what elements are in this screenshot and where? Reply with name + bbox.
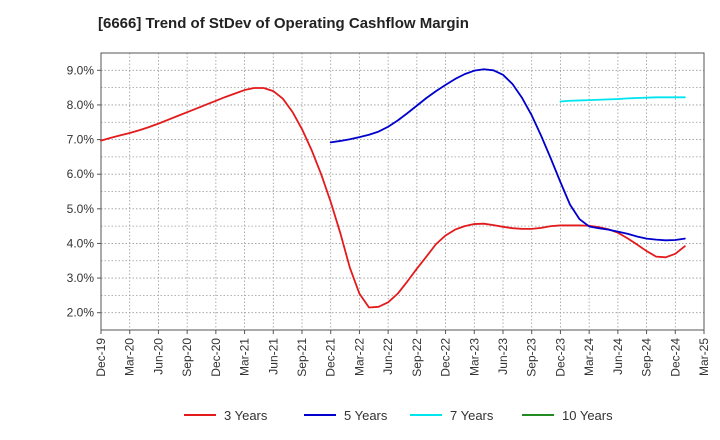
x-tick-label: Dec-23	[553, 338, 567, 377]
x-tick-label: Jun-23	[496, 338, 510, 375]
y-tick-label: 5.0%	[67, 202, 95, 216]
x-tick-label: Dec-22	[439, 338, 453, 377]
x-tick-label: Dec-21	[324, 338, 338, 377]
legend-label-10-years: 10 Years	[562, 408, 613, 423]
x-tick-label: Jun-24	[611, 338, 625, 375]
series-layer	[100, 68, 686, 309]
x-tick-label: Sep-22	[410, 338, 424, 377]
x-axis: Dec-19 Mar-20 Jun-20 Sep-20 Dec-20 Mar-21 Jun-…	[94, 330, 711, 377]
y-axis: 2.0% 3.0% 4.0% 5.0% 6.0% 7.0% 8.0% 9.0%	[67, 63, 101, 320]
series-line-5-years	[329, 68, 686, 242]
legend-label-7-years: 7 Years	[450, 408, 494, 423]
plot-area-frame	[100, 52, 705, 331]
x-tick-label: Dec-20	[209, 338, 223, 377]
x-tick-label: Sep-21	[295, 338, 309, 377]
y-tick-label: 6.0%	[67, 167, 95, 181]
y-tick-label: 2.0%	[67, 306, 95, 320]
legend-label-3-years: 3 Years	[224, 408, 268, 423]
y-tick-label: 7.0%	[67, 133, 95, 147]
x-tick-label: Dec-19	[94, 338, 108, 377]
x-tick-label: Sep-24	[640, 338, 654, 377]
y-tick-label: 9.0%	[67, 63, 95, 77]
legend: 3 Years 5 Years 7 Years 10 Years	[184, 408, 613, 423]
x-tick-label: Sep-20	[180, 338, 194, 377]
x-tick-label: Jun-20	[151, 338, 165, 375]
legend-label-5-years: 5 Years	[344, 408, 388, 423]
x-tick-label: Mar-25	[697, 338, 711, 376]
x-tick-label: Mar-21	[238, 338, 252, 376]
x-tick-label: Mar-23	[467, 338, 481, 376]
series-line-3-years	[100, 87, 686, 309]
x-tick-label: Jun-21	[266, 338, 280, 375]
x-tick-label: Mar-20	[123, 338, 137, 376]
x-tick-label: Mar-24	[582, 338, 596, 376]
y-tick-label: 3.0%	[67, 271, 95, 285]
chart-title: [6666] Trend of StDev of Operating Cashf…	[98, 15, 469, 32]
series-line-7-years	[559, 96, 686, 103]
x-tick-label: Mar-22	[352, 338, 366, 376]
x-tick-label: Jun-22	[381, 338, 395, 375]
x-tick-label: Sep-23	[525, 338, 539, 377]
x-tick-label: Dec-24	[668, 338, 682, 377]
y-tick-label: 8.0%	[67, 98, 95, 112]
y-tick-label: 4.0%	[67, 236, 95, 250]
